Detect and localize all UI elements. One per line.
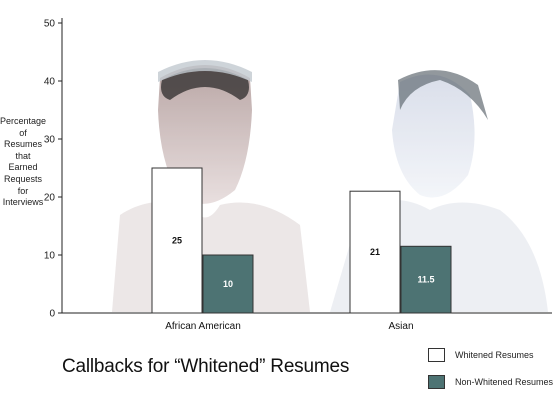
y-axis-label-line: Percentage [0,116,47,126]
bars-group: 25 10 21 11.5 [151,167,452,314]
legend-label-whitened: Whitened Resumes [455,350,534,360]
y-tick-label: 20 [44,193,56,204]
bar-whitened [349,190,401,314]
y-axis-label-line: that [15,150,31,161]
bar-non-whitened [202,254,254,314]
y-axis-label: Percentage of Resumes that Earned Reques… [0,116,46,209]
y-axis-label-line: Interviews [2,197,44,208]
legend-swatch-whitened [428,348,445,362]
category-label: Asian [388,321,413,332]
y-tick-label: 50 [44,19,56,30]
y-tick-label: 40 [44,77,56,88]
y-axis-label-line: Requests [3,173,43,184]
bar-whitened [151,167,203,314]
category-label: African American [165,321,241,332]
bar-non-whitened [400,245,452,314]
y-tick-label: 10 [44,251,56,262]
chart-title: Callbacks for “Whitened” Resumes [62,356,350,377]
legend-item-non-whitened: Non-Whitened Resumes [428,373,553,391]
legend-swatch-non-whitened [428,375,445,389]
bar-data-label: 21 [370,247,380,257]
bar-data-label: 25 [172,236,182,246]
y-tick-label: 30 [44,135,56,146]
bar-data-label: 11.5 [417,275,434,285]
legend: Whitened Resumes Non-Whitened Resumes [428,346,553,400]
y-axis-ticks: 0 10 20 30 40 50 [44,19,62,320]
y-axis-label-line: Resumes [3,139,42,150]
y-axis-label-line: for [17,185,29,196]
y-axis-label-line: of [19,127,27,138]
bar-data-label: 10 [223,279,233,289]
legend-label-non-whitened: Non-Whitened Resumes [455,377,554,387]
y-tick-label: 0 [49,309,55,320]
category-labels: African American Asian [165,321,413,332]
y-axis-label-line: Earned [8,162,38,173]
legend-item-whitened: Whitened Resumes [428,346,553,364]
